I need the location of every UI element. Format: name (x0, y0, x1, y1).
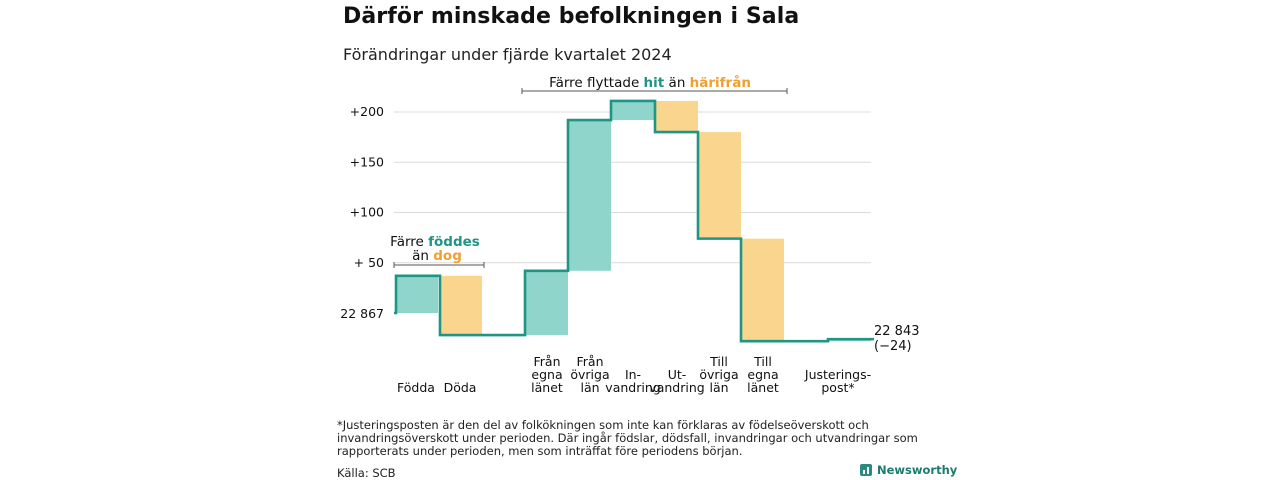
chart-title: Därför minskade befolkningen i Sala (343, 4, 800, 29)
brand-name: Newsworthy (877, 463, 958, 477)
footnote: *Justeringsposten är den del av folkökni… (337, 418, 918, 458)
moves-annotation-text: än (664, 75, 689, 91)
deaths-annotation-text: än (412, 248, 433, 264)
moves-annotation-text: Färre flyttade (549, 75, 643, 91)
category-label: Från (533, 354, 560, 369)
y-tick-label: + 50 (354, 255, 384, 270)
chart-subtitle: Förändringar under fjärde kvartalet 2024 (343, 45, 672, 64)
category-label: länet (531, 380, 563, 395)
category-label: Från (576, 354, 603, 369)
category-label: Ut- (668, 367, 687, 382)
category-label: egna (747, 367, 778, 382)
category-label: länet (747, 380, 779, 395)
waterfall-bar (741, 238, 784, 342)
source-label: Källa: SCB (337, 466, 396, 480)
moves-highlight-in: hit (644, 75, 665, 91)
births-annotation-text: Färre (390, 234, 428, 250)
brand-logo: Newsworthy (860, 463, 957, 477)
waterfall-bar (525, 270, 568, 336)
category-label: In- (625, 367, 641, 382)
category-label: Födda (397, 380, 435, 395)
category-label: vandring (649, 380, 704, 395)
waterfall-bar (611, 100, 655, 121)
category-label: län (580, 380, 599, 395)
deaths-annotation: än dog (412, 248, 462, 264)
start-value-label: 22 867 (340, 306, 384, 321)
births-annotation: Färre föddes (390, 234, 480, 250)
y-tick-label: +100 (350, 205, 384, 220)
category-label: övriga (699, 367, 738, 382)
category-label: vandring (605, 380, 660, 395)
category-label: Döda (444, 380, 477, 395)
waterfall-bar (655, 100, 698, 133)
chart-icon (860, 464, 872, 476)
end-change-label: (−24) (874, 339, 912, 354)
births-highlight: föddes (428, 234, 480, 250)
category-label: Till (753, 354, 772, 369)
category-label: övriga (570, 367, 609, 382)
waterfall-bar (440, 275, 482, 336)
waterfall-bar (698, 132, 741, 239)
population-step-line (394, 99, 874, 343)
waterfall-bar (568, 120, 611, 271)
moves-highlight-out: härifrån (690, 74, 751, 91)
y-tick-label: +200 (350, 104, 384, 119)
category-label: post* (821, 380, 854, 395)
waterfall-bar (396, 275, 438, 313)
end-value-label: 22 843 (874, 324, 920, 339)
deaths-highlight: dog (433, 248, 462, 264)
category-label: län (709, 380, 728, 395)
category-label: Till (709, 354, 728, 369)
y-tick-label: +150 (350, 154, 384, 169)
category-label: egna (531, 367, 562, 382)
category-label: Justerings- (804, 367, 871, 382)
moves-annotation: Färre flyttade hit än härifrån (549, 74, 751, 91)
